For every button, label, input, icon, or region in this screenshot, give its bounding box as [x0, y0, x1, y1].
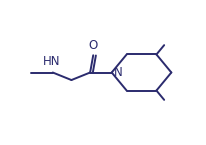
Text: O: O [88, 39, 97, 52]
Text: N: N [114, 66, 122, 79]
Text: HN: HN [43, 55, 60, 68]
